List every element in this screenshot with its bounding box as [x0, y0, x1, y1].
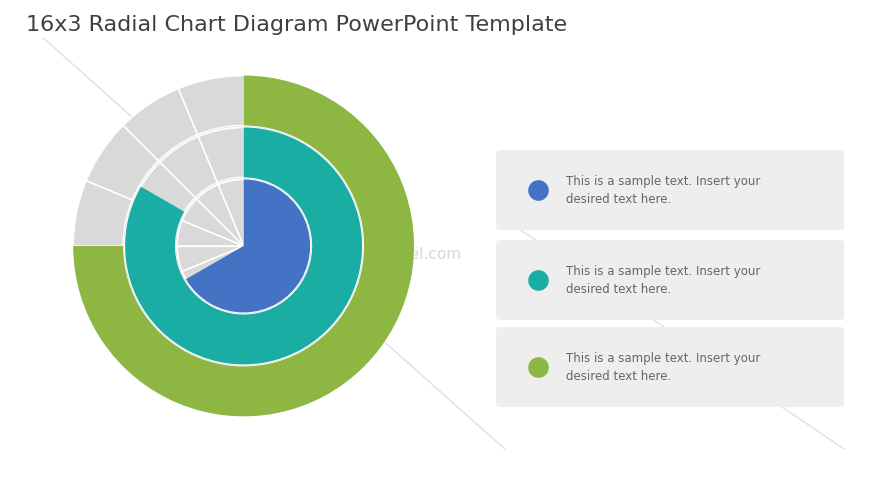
Wedge shape — [123, 331, 197, 404]
Circle shape — [73, 77, 414, 417]
Wedge shape — [123, 89, 197, 162]
Point — [530, 187, 544, 195]
Text: 16x3 Radial Chart Diagram PowerPoint Template: 16x3 Radial Chart Diagram PowerPoint Tem… — [26, 15, 567, 35]
Wedge shape — [177, 246, 243, 272]
Wedge shape — [243, 77, 308, 135]
Wedge shape — [243, 180, 269, 246]
Text: This is a sample text. Insert your
desired text here.: This is a sample text. Insert your desir… — [566, 265, 760, 296]
Wedge shape — [198, 128, 243, 183]
Wedge shape — [355, 246, 414, 311]
Wedge shape — [243, 246, 269, 313]
Wedge shape — [198, 310, 243, 365]
Wedge shape — [243, 246, 305, 293]
Wedge shape — [328, 292, 401, 366]
Wedge shape — [178, 77, 243, 135]
FancyBboxPatch shape — [495, 327, 843, 407]
Wedge shape — [86, 292, 158, 366]
FancyBboxPatch shape — [495, 151, 843, 230]
Wedge shape — [186, 180, 309, 313]
Wedge shape — [269, 137, 327, 198]
Wedge shape — [289, 331, 364, 404]
Wedge shape — [73, 182, 132, 246]
Wedge shape — [355, 182, 414, 246]
Wedge shape — [160, 295, 217, 356]
Point — [530, 277, 544, 285]
Wedge shape — [218, 246, 243, 313]
Wedge shape — [196, 246, 243, 308]
Wedge shape — [196, 185, 243, 246]
Wedge shape — [243, 200, 305, 246]
Wedge shape — [134, 163, 195, 220]
Wedge shape — [292, 163, 353, 220]
Wedge shape — [269, 295, 327, 356]
Wedge shape — [307, 201, 362, 246]
Point — [530, 364, 544, 371]
Wedge shape — [243, 221, 309, 246]
Wedge shape — [125, 201, 180, 246]
Wedge shape — [292, 273, 353, 330]
Wedge shape — [125, 246, 180, 292]
Wedge shape — [328, 126, 401, 201]
Text: SlideModel.com: SlideModel.com — [339, 246, 461, 261]
Wedge shape — [178, 358, 243, 417]
Text: This is a sample text. Insert your
desired text here.: This is a sample text. Insert your desir… — [566, 352, 760, 383]
Wedge shape — [125, 128, 362, 365]
Wedge shape — [177, 221, 243, 246]
Wedge shape — [73, 77, 414, 416]
Wedge shape — [243, 358, 308, 417]
Wedge shape — [218, 180, 243, 246]
Wedge shape — [182, 200, 243, 246]
Wedge shape — [289, 89, 364, 162]
Wedge shape — [243, 246, 290, 308]
Wedge shape — [243, 246, 309, 272]
Wedge shape — [182, 246, 243, 293]
Wedge shape — [243, 128, 289, 183]
Wedge shape — [160, 137, 217, 198]
Wedge shape — [243, 185, 290, 246]
FancyBboxPatch shape — [495, 241, 843, 320]
Wedge shape — [243, 310, 289, 365]
Text: This is a sample text. Insert your
desired text here.: This is a sample text. Insert your desir… — [566, 175, 760, 206]
Wedge shape — [73, 246, 132, 311]
Wedge shape — [86, 126, 158, 201]
Wedge shape — [307, 246, 362, 292]
Wedge shape — [134, 273, 195, 330]
